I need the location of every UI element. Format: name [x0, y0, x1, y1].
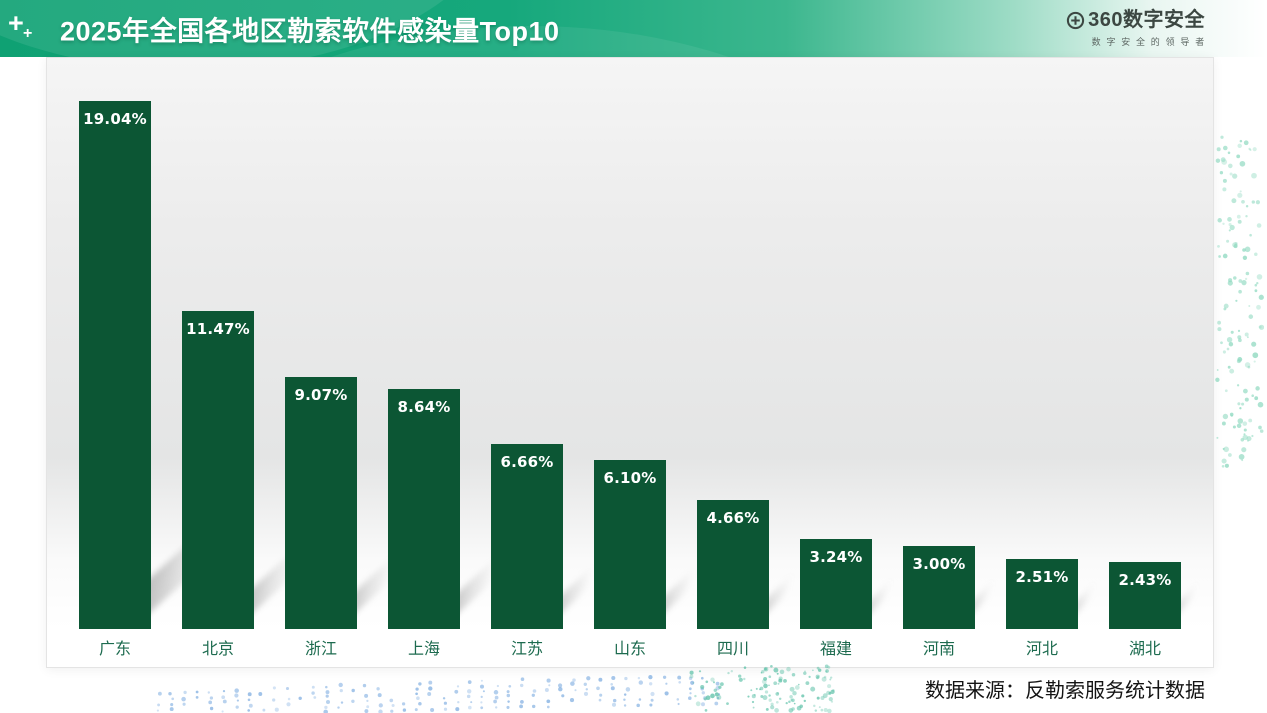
bar-group: 6.66% — [491, 444, 592, 629]
bar-value-label: 19.04% — [83, 110, 147, 128]
bar: 2.43% — [1109, 562, 1181, 629]
category-label: 四川 — [716, 641, 749, 658]
category-label: 浙江 — [304, 641, 337, 658]
plus-icon-small: + — [23, 25, 33, 42]
bar-value-label: 9.07% — [294, 386, 348, 404]
bar-value-label: 2.51% — [1015, 568, 1069, 586]
bar-group: 11.47% — [182, 311, 299, 629]
bar-group: 8.64% — [388, 389, 495, 629]
bar: 4.66% — [697, 500, 769, 629]
category-label: 广东 — [98, 641, 131, 658]
blue-arc-dots-decoration — [156, 674, 721, 713]
category-label: 福建 — [819, 641, 852, 658]
bar: 19.04% — [79, 101, 151, 629]
category-label: 上海 — [407, 641, 440, 658]
category-label: 河北 — [1025, 641, 1058, 658]
bar-value-label: 2.43% — [1118, 571, 1172, 589]
bar-group: 2.51% — [1006, 559, 1093, 629]
category-label: 湖北 — [1128, 641, 1161, 658]
bar-value-label: 3.24% — [809, 548, 863, 566]
category-label: 河南 — [922, 641, 955, 658]
plus-icon-large: + — [8, 8, 24, 38]
bar-group: 6.10% — [594, 460, 693, 629]
data-source: 数据来源：反勒索服务统计数据 — [925, 680, 1205, 702]
brand-logo: 360数字安全 数字安全的领导者 — [1066, 9, 1205, 48]
category-label: 江苏 — [510, 641, 543, 658]
bar-value-label: 11.47% — [186, 320, 250, 338]
bar-value-label: 4.66% — [706, 509, 760, 527]
circle-plus-icon — [1066, 11, 1085, 29]
bar: 6.10% — [594, 460, 666, 629]
bar-group: 9.07% — [285, 377, 394, 629]
bar-group: 3.00% — [903, 546, 991, 629]
header-banner: + + 2025年全国各地区勒索软件感染量Top10 360数字安全 数字安全的… — [0, 0, 1267, 57]
bar-chart: 19.04% 11.47% 9.07% 8.64% 6.66% 6.10% 4.66% 3.2… — [47, 58, 1213, 629]
chart-card: 19.04% 11.47% 9.07% 8.64% 6.66% 6.10% 4.66% 3.2… — [46, 57, 1214, 668]
page-title: 2025年全国各地区勒索软件感染量Top10 — [60, 16, 560, 46]
bar-value-label: 6.10% — [603, 469, 657, 487]
bar: 11.47% — [182, 311, 254, 629]
teal-dots-decoration — [689, 664, 835, 713]
bar: 6.66% — [491, 444, 563, 629]
plus-decoration: + + — [8, 6, 48, 54]
bar-group: 4.66% — [697, 500, 791, 629]
logo-tagline: 数字安全的领导者 — [1091, 37, 1210, 47]
bar-value-label: 8.64% — [397, 398, 451, 416]
bar: 9.07% — [285, 377, 357, 629]
logo-text: 360数字安全 — [1088, 9, 1205, 31]
bar-value-label: 3.00% — [912, 555, 966, 573]
bar-group: 2.43% — [1109, 562, 1196, 629]
bar-value-label: 6.66% — [500, 453, 554, 471]
mint-dots-decoration — [1215, 135, 1264, 468]
bar: 3.24% — [800, 539, 872, 629]
bar-group: 19.04% — [79, 101, 221, 629]
category-axis: 广东 北京 浙江 上海 江苏 山东 四川 福建 河南 河北 湖北 — [79, 627, 1181, 667]
brand-logo-row: 360数字安全 — [1066, 9, 1205, 31]
category-label: 北京 — [201, 641, 234, 658]
bar: 2.51% — [1006, 559, 1078, 629]
category-label: 山东 — [613, 641, 646, 658]
bar: 8.64% — [388, 389, 460, 629]
bar: 3.00% — [903, 546, 975, 629]
bar-group: 3.24% — [800, 539, 889, 629]
